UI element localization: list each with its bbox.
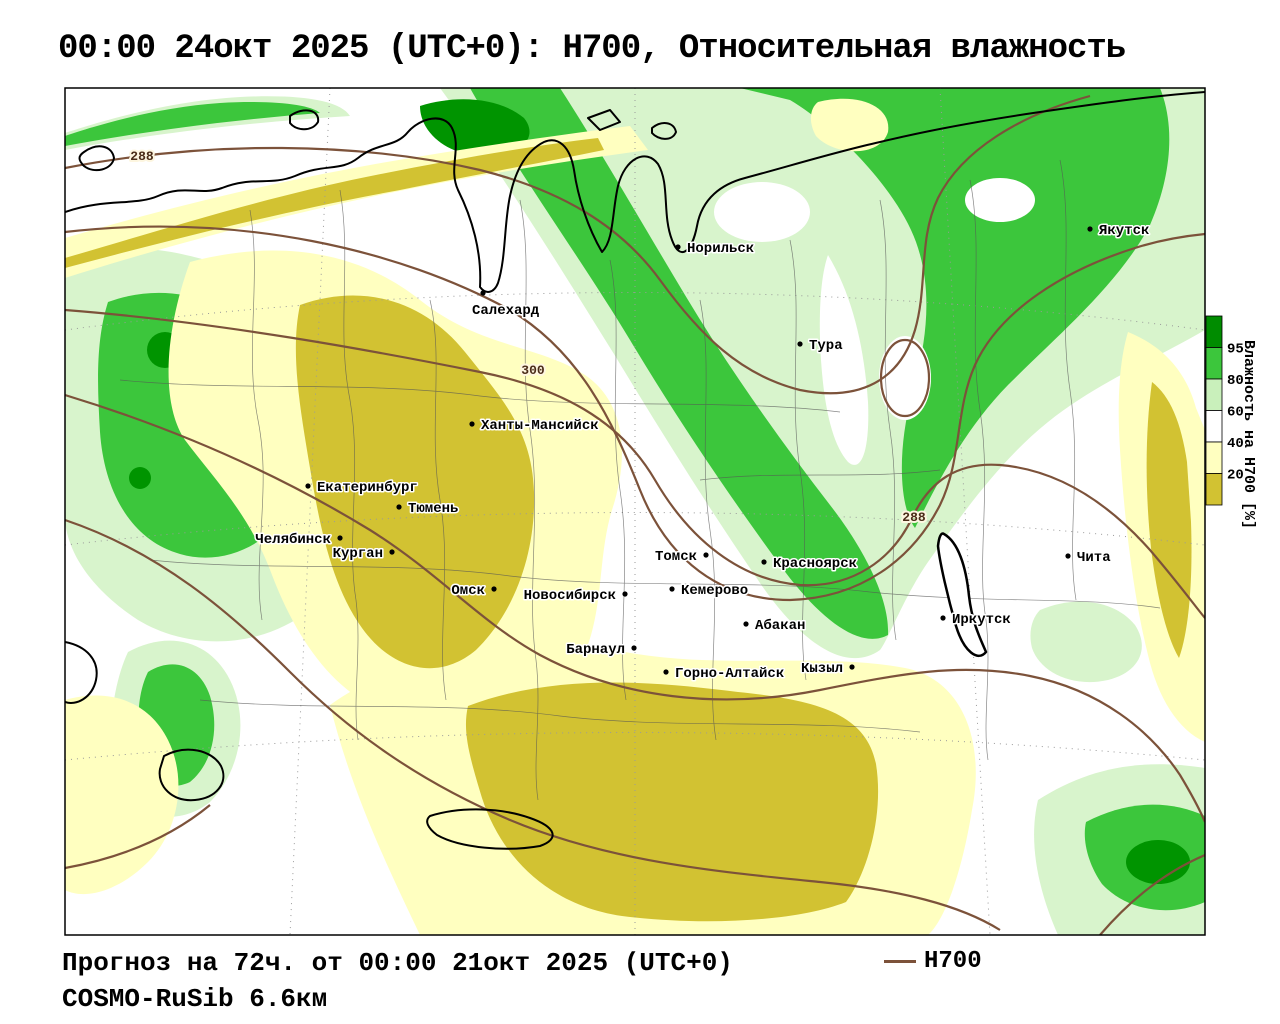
city-dot (675, 244, 681, 250)
city-dot (337, 535, 343, 541)
city-label: Тюмень (408, 501, 458, 517)
city-label: Ханты-Мансийск (481, 418, 599, 434)
city-dot (669, 586, 675, 592)
colorbar-segment (1205, 473, 1223, 506)
forecast-info: Прогноз на 72ч. от 00:00 21окт 2025 (UTC… (62, 948, 733, 978)
city-dot (469, 421, 475, 427)
city-label: Чита (1077, 550, 1111, 566)
map-frame (64, 87, 1206, 936)
city-dot (631, 645, 637, 651)
city-label: Красноярск (773, 556, 857, 572)
h700-line-legend: H700 (884, 948, 982, 975)
map-layers: 288 300 288 Норильск Салехард Тура Якутск Хант… (65, 88, 1205, 935)
city-dot (491, 586, 497, 592)
city-dot (761, 559, 767, 565)
arctic-coastline (65, 91, 1205, 293)
colorbar-segment (1205, 347, 1223, 380)
city-label: Кызыл (801, 661, 843, 677)
city-dot (703, 552, 709, 558)
contour-label-layer: 288 300 288 (128, 147, 928, 527)
lake-baikal (936, 532, 988, 658)
city-dot (1065, 553, 1071, 559)
h700-line-label: H700 (924, 948, 982, 975)
island (587, 109, 621, 131)
city-dot (663, 669, 669, 675)
island (651, 122, 677, 140)
contour-value-label: 300 (521, 363, 545, 378)
h700-contours (65, 94, 1205, 935)
colorbar-title: Влажность на H700 [%] (1240, 340, 1257, 530)
model-info: COSMO-RuSib 6.6км (62, 984, 328, 1014)
city-dot (849, 664, 855, 670)
city-dot (743, 621, 749, 627)
colorbar-segment (1205, 410, 1223, 443)
city-label: Екатеринбург (317, 480, 418, 496)
colorbar-segment (1205, 378, 1223, 411)
city-label: Барнаул (566, 642, 625, 658)
city-dot (940, 615, 946, 621)
island (78, 145, 115, 172)
city-dot (797, 341, 803, 347)
left-edge-coast (65, 641, 98, 704)
city-label: Омск (451, 583, 485, 599)
colorbar: 95 80 60 40 20 (1205, 315, 1244, 506)
city-dot (622, 591, 628, 597)
city-label: Тура (809, 338, 843, 354)
island (289, 109, 320, 131)
coastlines (65, 91, 1205, 850)
city-dot (1087, 226, 1093, 232)
city-label: Курган (333, 546, 383, 562)
city-label: Горно-Алтайск (675, 666, 784, 682)
city-label: Якутск (1099, 223, 1149, 239)
city-dot (396, 504, 402, 510)
colorbar-tick-label: 20 (1227, 468, 1244, 484)
colorbar-segment (1205, 441, 1223, 474)
colorbar-tick-label: 95 (1227, 342, 1244, 358)
colorbar-tick-label: 80 (1227, 373, 1244, 389)
city-dot (389, 549, 395, 555)
city-label: Томск (655, 549, 697, 565)
admin-borders (119, 159, 1161, 801)
city-label: Кемерово (681, 583, 748, 599)
humidity-fill-white-pockets (714, 178, 1035, 465)
city-label: Норильск (687, 241, 754, 257)
lake (426, 808, 554, 850)
colorbar-tick-label: 40 (1227, 436, 1244, 452)
city-label: Абакан (755, 618, 805, 634)
city-label: Новосибирск (524, 588, 616, 604)
contour-value-label: 288 (902, 510, 926, 525)
colorbar-segment (1205, 315, 1223, 348)
city-label: Иркутск (952, 612, 1011, 628)
colorbar-tick-label: 60 (1227, 405, 1244, 421)
graticule (65, 88, 1205, 935)
city-label: Челябинск (255, 532, 331, 548)
lake (158, 748, 225, 802)
city-dot (305, 483, 311, 489)
city-dot (480, 290, 486, 296)
map-title: 00:00 24окт 2025 (UTC+0): H700, Относите… (58, 30, 1126, 68)
humidity-fill-dark-yellow (65, 138, 1192, 922)
h700-line-sample (884, 960, 916, 963)
city-label: Салехард (472, 303, 540, 319)
contour-value-label: 288 (130, 149, 154, 164)
cities-layer: Норильск Салехард Тура Якутск Ханты-Мансийск… (254, 222, 1151, 684)
